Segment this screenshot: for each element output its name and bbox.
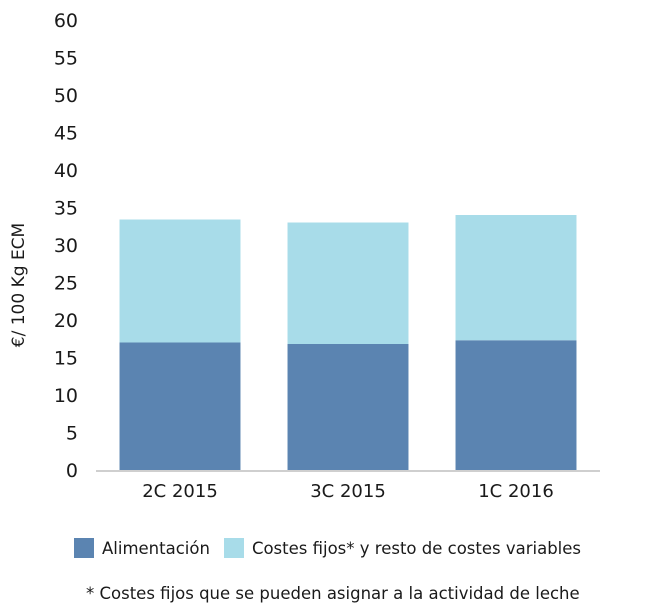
y-axis-label: €/ 100 Kg ECM	[9, 223, 29, 347]
y-tick-label: 15	[54, 348, 78, 370]
legend-swatch-costes	[223, 538, 244, 558]
stacked-bar-chart: 0 5 10 15 20 25 30 35 40 45 50 55 60 2C 2015 3C 2015 1…	[9, 10, 600, 502]
y-tick-label: 10	[54, 385, 78, 407]
y-tick-label: 35	[54, 198, 78, 220]
legend-item-costes: Costes fijos* y resto de costes variable…	[223, 538, 582, 558]
legend-item-alimentacion: Alimentación	[74, 538, 210, 558]
y-tick-label: 55	[54, 48, 78, 70]
y-tick-label: 5	[66, 423, 78, 445]
legend: Alimentación Costes fijos* y resto de co…	[74, 538, 595, 558]
bar-segment-costes-2	[287, 222, 409, 344]
y-tick-label: 30	[54, 235, 78, 257]
bars	[119, 215, 577, 470]
legend-label-costes: Costes fijos* y resto de costes variable…	[251, 538, 582, 558]
legend-label-alimentacion: Alimentación	[102, 538, 210, 558]
x-category-label: 3C 2015	[310, 481, 386, 502]
x-axis-categories: 2C 2015 3C 2015 1C 2016	[142, 481, 554, 502]
footnote: * Costes fijos que se pueden asignar a l…	[86, 584, 580, 603]
y-tick-label: 40	[54, 160, 78, 182]
bar-segment-alimentacion-2	[287, 344, 409, 470]
y-tick-label: 50	[54, 85, 78, 107]
y-axis-ticks: 0 5 10 15 20 25 30 35 40 45 50 55 60	[54, 10, 78, 482]
y-tick-label: 25	[54, 273, 78, 295]
y-tick-label: 45	[54, 123, 78, 145]
legend-swatch-alimentacion	[74, 538, 94, 558]
bar-segment-costes-3	[455, 215, 577, 341]
y-tick-label: 60	[54, 10, 78, 32]
y-tick-label: 20	[54, 310, 78, 332]
x-category-label: 2C 2015	[142, 481, 218, 502]
y-tick-label: 0	[66, 460, 78, 482]
bar-segment-alimentacion-3	[455, 340, 577, 470]
bar-segment-alimentacion-1	[119, 342, 241, 470]
x-category-label: 1C 2016	[478, 481, 554, 502]
bar-segment-costes-1	[119, 219, 241, 343]
